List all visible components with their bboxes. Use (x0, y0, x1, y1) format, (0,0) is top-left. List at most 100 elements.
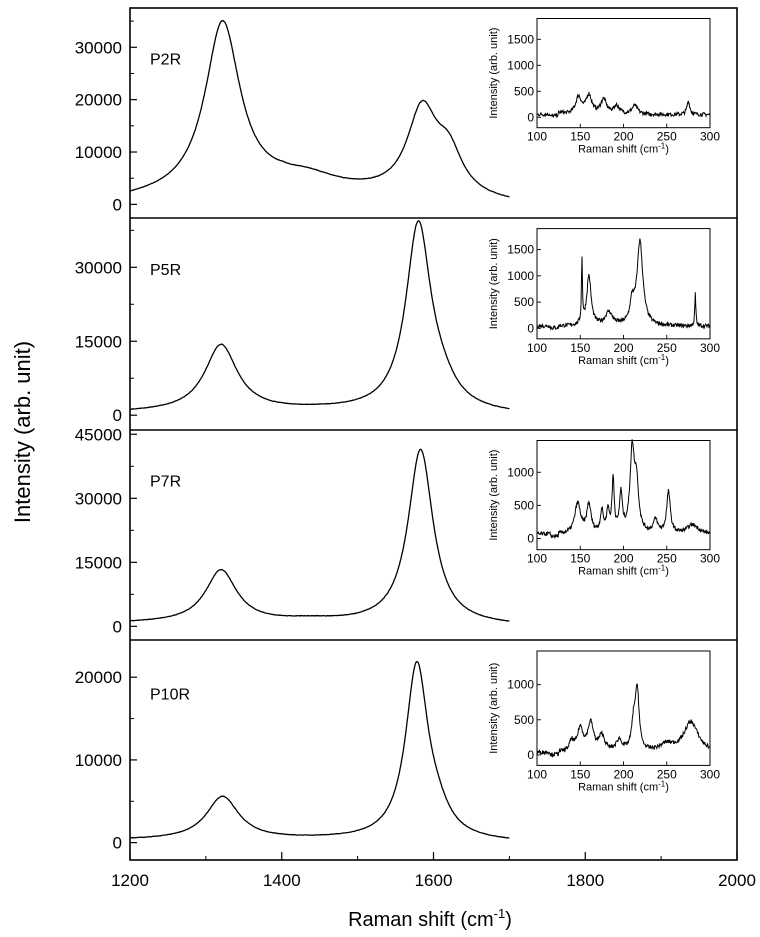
inset-spectrum-line (536, 91, 711, 119)
inset-x-tick-label: 250 (657, 767, 677, 781)
y-tick-label: 0 (113, 195, 122, 214)
inset-x-tick-label: 100 (527, 767, 547, 781)
y-tick-label: 0 (113, 834, 122, 853)
inset-y-tick-label: 500 (514, 295, 534, 309)
spectrum-line-p5r (129, 220, 510, 410)
y-tick-label: 30000 (75, 489, 122, 508)
inset-x-tick-label: 250 (657, 552, 677, 566)
inset-y-tick-label: 500 (514, 84, 534, 98)
inset-y-tick-label: 0 (527, 321, 534, 335)
inset-y-tick-label: 1000 (507, 58, 534, 72)
inset-x-title-close: ) (665, 144, 669, 156)
panel-p10r: 0 10000 20000 P10R 100 150 200 250 300 0 500 1000 Ra… (75, 639, 737, 853)
inset-spectrum-line (536, 683, 711, 758)
x-axis-title-main: Raman shift (cm (348, 909, 494, 931)
y-tick-label: 20000 (75, 91, 122, 110)
inset-x-title-main: Raman shift (cm (578, 781, 658, 793)
x-axis-title: Raman shift (cm-1) (348, 906, 512, 931)
inset-x-title-sup: -1 (658, 142, 666, 151)
inset-frame (536, 650, 711, 766)
inset-x-title-sup: -1 (658, 564, 666, 573)
inset-frame (536, 228, 711, 340)
inset-y-tick-label: 0 (527, 531, 534, 545)
y-tick-label: 15000 (75, 332, 122, 351)
inset-p10r: 100 150 200 250 300 0 500 1000 Raman shift (cm-1… (488, 650, 720, 793)
inset-x-title-sup: -1 (658, 779, 666, 788)
inset-y-tick-label: 1500 (507, 32, 534, 46)
inset-y-title: Intensity (arb. unit) (488, 28, 500, 119)
inset-x-tick-label: 100 (527, 552, 547, 566)
inset-y-tick-label: 1000 (507, 269, 534, 283)
inset-y-tick-label: 0 (527, 748, 534, 762)
inset-x-title: Raman shift (cm-1) (578, 779, 669, 793)
inset-y-title: Intensity (arb. unit) (488, 663, 500, 754)
y-tick-label: 0 (113, 617, 122, 636)
panel-p5r: 0 15000 30000 P5R 100 150 200 250 300 0 500 1000 150… (75, 217, 737, 425)
y-tick-label: 30000 (75, 258, 122, 277)
y-tick-label: 10000 (75, 143, 122, 162)
inset-y-tick-label: 0 (527, 110, 534, 124)
inset-x-title: Raman shift (cm-1) (578, 142, 669, 156)
x-tick-label: 1800 (566, 871, 604, 890)
inset-x-tick-label: 250 (657, 341, 677, 355)
y-tick-label: 30000 (75, 38, 122, 57)
x-tick-label: 2000 (718, 871, 756, 890)
inset-p7r: 100 150 200 250 300 0 500 1000 Raman shift (cm-1… (488, 439, 720, 578)
inset-frame (536, 18, 711, 129)
inset-x-title-close: ) (665, 566, 669, 578)
x-tick-label: 1400 (263, 871, 301, 890)
inset-x-tick-label: 300 (700, 767, 720, 781)
x-axis-title-sup: -1 (494, 906, 506, 921)
inset-x-tick-label: 200 (613, 552, 633, 566)
inset-y-title: Intensity (arb. unit) (488, 238, 500, 329)
spectrum-line-p2r (129, 19, 510, 198)
inset-y-tick-label: 1500 (507, 243, 534, 257)
inset-x-tick-label: 100 (527, 341, 547, 355)
x-axis-title-close: ) (505, 909, 512, 931)
y-tick-label: 45000 (75, 425, 122, 444)
panel-label: P5R (150, 262, 181, 279)
inset-x-title: Raman shift (cm-1) (578, 353, 669, 367)
inset-x-tick-label: 150 (570, 341, 590, 355)
inset-x-tick-label: 150 (570, 767, 590, 781)
inset-y-tick-label: 1000 (507, 678, 534, 692)
inset-x-tick-label: 250 (657, 130, 677, 144)
spectrum-line-p10r (129, 660, 510, 839)
inset-spectrum-line (536, 439, 711, 539)
y-axis-title: Intensity (arb. unit) (10, 341, 35, 523)
inset-x-title: Raman shift (cm-1) (578, 564, 669, 578)
inset-x-tick-label: 300 (700, 552, 720, 566)
inset-x-title-main: Raman shift (cm (578, 566, 658, 578)
inset-y-title: Intensity (arb. unit) (488, 450, 500, 541)
x-tick-label: 1200 (111, 871, 149, 890)
inset-x-title-main: Raman shift (cm (578, 144, 658, 156)
y-tick-label: 15000 (75, 553, 122, 572)
inset-x-tick-label: 150 (570, 130, 590, 144)
inset-x-title-sup: -1 (658, 353, 666, 362)
inset-spectrum-line (536, 238, 711, 332)
inset-y-tick-label: 500 (514, 713, 534, 727)
inset-x-tick-label: 150 (570, 552, 590, 566)
inset-y-tick-label: 500 (514, 498, 534, 512)
plot-area: 1200 1400 1600 1800 20000100002000030000P2R1… (75, 7, 756, 890)
y-tick-label: 0 (113, 406, 122, 425)
inset-p2r: 100 150 200 250 300 0 500 1000 1500 Raman shift (… (488, 18, 720, 156)
panel-label: P10R (150, 686, 190, 703)
inset-x-title-main: Raman shift (cm (578, 355, 658, 367)
inset-p5r: 100 150 200 250 300 0 500 1000 1500 Raman shift (… (488, 228, 720, 367)
inset-x-title-close: ) (665, 781, 669, 793)
inset-x-tick-label: 300 (700, 130, 720, 144)
inset-y-tick-label: 1000 (507, 465, 534, 479)
inset-x-tick-label: 100 (527, 130, 547, 144)
panel-label: P2R (150, 52, 181, 69)
inset-x-title-close: ) (665, 355, 669, 367)
inset-x-tick-label: 200 (613, 341, 633, 355)
x-tick-label: 1600 (415, 871, 453, 890)
spectrum-line-p7r (130, 448, 510, 622)
y-tick-label: 20000 (75, 668, 122, 687)
inset-x-tick-label: 200 (613, 130, 633, 144)
panel-label: P7R (150, 474, 181, 491)
